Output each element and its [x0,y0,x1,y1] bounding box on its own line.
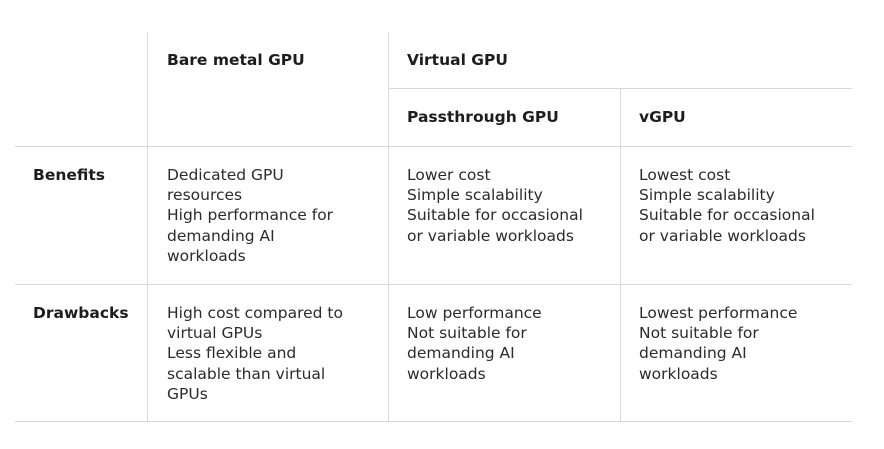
header-vgpu: vGPU [639,108,686,126]
cell-line: workloads [167,246,246,265]
drawbacks-bare-metal-cell: High cost compared to virtual GPUs Less … [167,303,343,404]
cell-line: GPUs [167,384,208,403]
cell-line: Simple scalability [639,186,775,205]
column-divider-3 [620,88,621,422]
cell-line: Lowest cost [639,166,731,184]
column-divider-1 [147,32,148,422]
drawbacks-passthrough-cell: Low performance Not suitable for demandi… [407,303,542,384]
cell-line: Simple scalability [407,186,543,205]
cell-line: resources [167,186,243,205]
benefits-bare-metal-cell: Dedicated GPU resources High performance… [167,165,333,266]
cell-line: Not suitable for [407,324,527,343]
benefits-passthrough-cell: Lower cost Simple scalability Suitable f… [407,165,583,246]
cell-line: or variable workloads [639,226,806,245]
cell-line: Lowest performance [639,304,798,322]
row-label-benefits: Benefits [33,166,105,184]
header-virtual-gpu: Virtual GPU [407,51,508,69]
cell-line: Low performance [407,304,542,322]
cell-line: Suitable for occasional [407,206,583,225]
table-bottom-border [15,421,852,422]
cell-line: demanding AI [407,344,515,363]
cell-line: Lower cost [407,166,491,184]
row-divider [15,284,852,285]
column-divider-2 [388,32,389,422]
cell-line: Less flexible and [167,344,297,363]
drawbacks-vgpu-cell: Lowest performance Not suitable for dema… [639,303,797,384]
cell-line: scalable than virtual [167,364,326,383]
cell-line: Dedicated GPU [167,166,284,184]
header-divider [15,146,852,147]
cell-line: demanding AI [167,226,275,245]
header-passthrough-gpu: Passthrough GPU [407,108,559,126]
row-label-drawbacks: Drawbacks [33,304,129,322]
cell-line: Suitable for occasional [639,206,815,225]
cell-line: demanding AI [639,344,747,363]
cell-line: High performance for [167,206,334,225]
subheader-divider [388,88,852,89]
cell-line: workloads [407,364,486,383]
cell-line: High cost compared to [167,304,343,322]
cell-line: workloads [639,364,718,383]
header-bare-metal-gpu: Bare metal GPU [167,51,305,69]
cell-line: or variable workloads [407,226,574,245]
benefits-vgpu-cell: Lowest cost Simple scalability Suitable … [639,165,815,246]
cell-line: Not suitable for [639,324,759,343]
cell-line: virtual GPUs [167,324,263,343]
